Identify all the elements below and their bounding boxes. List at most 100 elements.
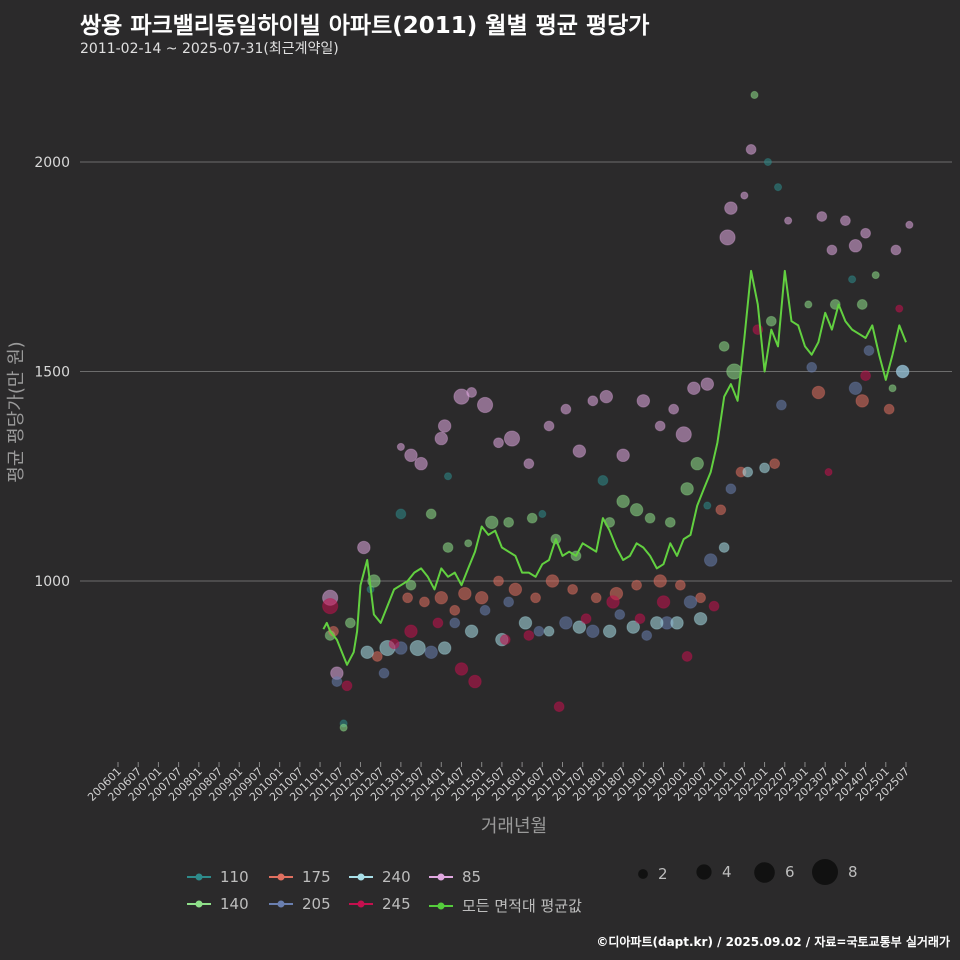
point-205-18 [848, 381, 863, 396]
point-85-26 [724, 201, 738, 215]
point-240-6 [518, 616, 533, 630]
point-140-6 [442, 542, 454, 553]
point-85-20 [654, 420, 666, 432]
point-240-8 [572, 620, 587, 634]
point-85-11 [503, 430, 521, 447]
source-caption: ©디아파트(dapt.kr) / 2025.09.02 / 자료=국토교통부 실… [596, 935, 950, 949]
chart-title: 쌍용 파크밸리동일하이빌 아파트(2011) 월별 평균 평당가 [80, 13, 650, 39]
point-85-25 [719, 229, 736, 246]
point-85-29 [784, 216, 793, 225]
x-axis-ticks: 2006012006072007012007072008012008072009… [85, 762, 912, 804]
legend-size-circle-icon [754, 861, 775, 883]
point-245-0 [322, 598, 339, 615]
point-205-14 [703, 553, 718, 567]
point-240-4 [464, 624, 479, 639]
point-240-16 [759, 462, 770, 474]
point-240-3 [437, 641, 452, 655]
point-110-5 [597, 475, 609, 486]
point-245-15 [708, 600, 720, 612]
point-245-12 [634, 613, 646, 625]
point-140-19 [690, 456, 704, 471]
grid-lines [80, 161, 952, 582]
y-axis-label: 평균 평당가(만 원) [6, 341, 27, 482]
point-175-8 [493, 575, 504, 587]
point-175-13 [590, 592, 602, 604]
point-140-15 [629, 503, 644, 517]
legend-item-4: 140 [186, 895, 249, 913]
point-85-31 [826, 244, 838, 256]
legend-label: 240 [382, 868, 411, 886]
point-85-21 [668, 403, 680, 415]
point-245-5 [454, 662, 469, 676]
point-140-27 [871, 271, 880, 280]
point-205-13 [683, 595, 698, 609]
point-205-15 [725, 483, 737, 495]
legend-item-5: 205 [268, 895, 331, 913]
legend-size-label: 8 [848, 863, 858, 881]
point-140-7 [464, 539, 473, 548]
point-245-10 [580, 613, 592, 625]
point-85-5 [434, 431, 449, 446]
y-tick-label-1000: 1000 [34, 574, 70, 590]
legend-item-3: 85 [428, 868, 481, 886]
point-175-3 [419, 596, 430, 608]
point-245-7 [499, 634, 511, 646]
legend-swatch-icon [349, 873, 373, 881]
legend-item-0: 110 [186, 868, 249, 886]
y-tick-label-2000: 2000 [34, 155, 70, 171]
point-140-1 [339, 723, 348, 732]
legend-swatch-icon [349, 900, 373, 908]
point-240-9 [602, 624, 617, 639]
point-205-8 [559, 616, 573, 630]
point-205-1 [378, 667, 390, 679]
legend-swatch-icon [429, 902, 453, 909]
point-205-3 [424, 645, 438, 659]
point-240-17 [895, 364, 910, 379]
point-85-1 [357, 540, 371, 555]
point-85-6 [437, 419, 452, 433]
point-240-13 [693, 611, 708, 626]
point-175-17 [674, 579, 686, 591]
legend-item-6: 245 [348, 895, 411, 913]
point-240-0 [360, 645, 374, 659]
point-175-18 [695, 592, 706, 604]
point-245-3 [404, 624, 418, 639]
point-175-23 [855, 394, 869, 408]
point-85-12 [523, 458, 535, 470]
point-85-35 [890, 244, 902, 256]
point-205-19 [863, 345, 875, 356]
point-140-18 [680, 482, 694, 496]
point-175-12 [567, 583, 579, 595]
legend-label: 모든 면적대 평균값 [462, 897, 582, 915]
point-140-5 [425, 508, 437, 520]
point-245-11 [606, 595, 620, 609]
point-140-10 [526, 512, 538, 524]
legend-size-2: 2 [636, 865, 668, 883]
point-110-7 [763, 157, 772, 167]
point-205-6 [503, 596, 515, 608]
point-175-11 [545, 574, 560, 588]
point-175-1 [371, 651, 383, 662]
point-85-4 [414, 456, 428, 471]
point-175-10 [530, 592, 541, 604]
point-110-4 [538, 509, 547, 519]
point-140-8 [485, 515, 499, 530]
point-140-2 [344, 617, 356, 629]
point-175-9 [508, 582, 523, 597]
point-85-14 [560, 403, 572, 415]
point-240-12 [670, 616, 684, 630]
point-245-1 [341, 680, 353, 692]
point-110-6 [703, 501, 712, 510]
point-110-2 [395, 508, 407, 520]
point-175-19 [715, 504, 727, 516]
point-245-8 [523, 630, 535, 641]
point-140-14 [616, 494, 630, 509]
legend-swatch-icon [187, 873, 211, 881]
point-175-21 [769, 458, 781, 470]
point-245-6 [468, 674, 482, 689]
point-85-9 [476, 396, 494, 414]
point-85-3 [404, 448, 418, 463]
point-175-24 [883, 403, 895, 415]
legend-size-label: 2 [658, 865, 668, 884]
point-205-10 [614, 609, 626, 620]
